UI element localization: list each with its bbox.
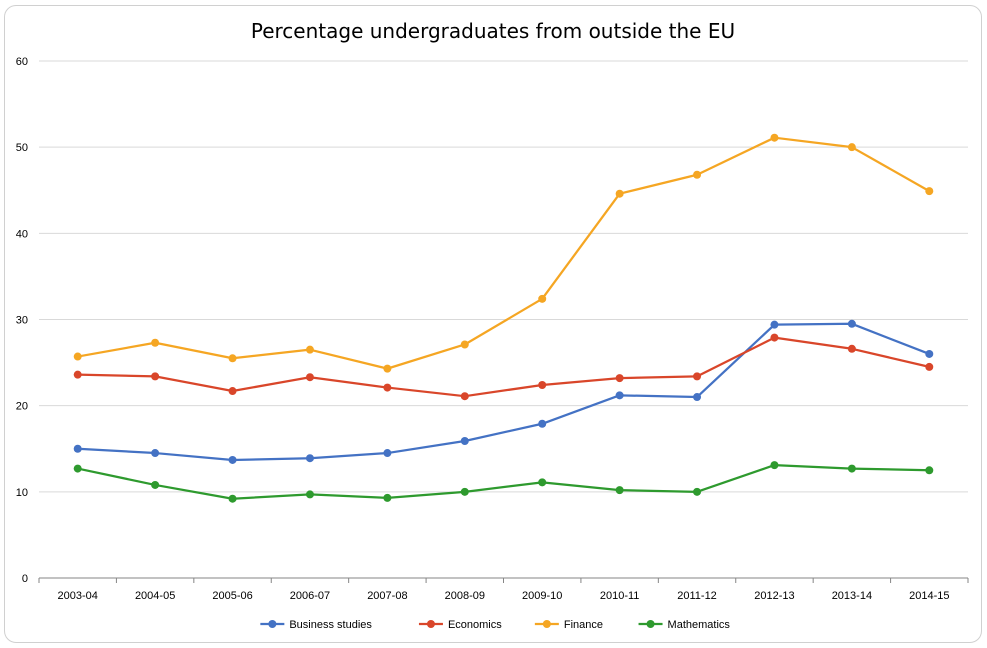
series-group [73,133,934,503]
y-tick-label: 10 [16,487,28,499]
data-point-economics [383,383,392,392]
x-tick-label: 2004-05 [135,590,175,602]
data-point-finance [847,143,856,152]
series-mathematics [73,461,934,503]
data-point-economics [538,380,547,389]
y-tick-label: 20 [16,401,28,413]
y-tick-label: 50 [16,142,28,154]
data-point-mathematics [73,464,82,473]
data-point-business-studies [460,436,469,445]
data-point-mathematics [383,493,392,502]
data-point-mathematics [538,478,547,487]
series-line-business-studies [77,322,930,462]
data-point-business-studies [151,449,160,458]
legend: Business studies Economics Finance Mathemat… [260,619,730,631]
data-point-economics [305,373,314,382]
legend-swatch-marker [268,620,277,628]
data-point-finance [73,352,82,361]
legend-label: Mathematics [668,619,731,631]
series-line-mathematics [77,463,930,500]
y-tick-label: 0 [22,573,28,585]
series-economics [73,333,934,401]
data-point-finance [151,338,160,347]
data-point-business-studies [615,391,624,400]
x-tick-label: 2010-11 [600,590,640,602]
legend-label: Business studies [289,619,372,631]
series-finance [73,133,934,373]
chart-title: Percentage undergraduates from outside t… [251,19,735,43]
legend-swatch-marker [426,620,435,628]
data-point-finance [228,354,237,363]
series-line-finance [77,136,930,370]
legend-item-mathematics: Mathematics [638,619,731,631]
data-point-business-studies [770,320,779,329]
x-tick-label: 2005-06 [212,590,252,602]
x-tick-label: 2008-09 [445,590,485,602]
legend-label: Finance [564,619,603,631]
data-point-economics [228,387,237,396]
data-point-economics [925,362,934,371]
data-point-mathematics [305,490,314,499]
data-point-business-studies [538,419,547,428]
data-point-finance [925,187,934,196]
data-point-mathematics [693,487,702,496]
data-point-finance [305,345,314,354]
data-point-finance [460,340,469,349]
x-tick-label: 2011-12 [677,590,717,602]
data-point-business-studies [847,319,856,328]
x-tick-label: 2013-14 [832,590,872,602]
data-point-mathematics [847,464,856,473]
y-tick-label: 60 [16,56,28,68]
data-point-mathematics [228,494,237,503]
data-point-mathematics [460,487,469,496]
data-point-finance [538,294,547,303]
data-point-business-studies [383,449,392,458]
x-tick-label: 2014-15 [909,590,949,602]
x-axis: 2003-04 2004-05 2005-06 2006-07 2007-08 2008-… [38,577,969,602]
data-point-mathematics [770,461,779,470]
x-tick-label: 2007-08 [367,590,407,602]
data-point-mathematics [151,480,160,489]
data-point-mathematics [615,486,624,495]
data-point-finance [770,133,779,142]
data-point-finance [615,189,624,198]
x-tick-label: 2003-04 [58,590,98,602]
data-point-economics [615,374,624,383]
data-point-economics [73,370,82,379]
legend-swatch-marker [542,620,551,628]
y-tick-label: 40 [16,228,28,240]
legend-label: Economics [448,619,502,631]
data-point-business-studies [693,393,702,402]
y-axis-ticks: 0 10 20 30 40 50 60 [16,56,28,585]
data-point-mathematics [925,466,934,475]
legend-item-business-studies: Business studies [260,619,372,631]
gridlines [39,60,968,493]
series-line-economics [77,336,930,398]
x-tick-label: 2006-07 [290,590,330,602]
data-point-economics [693,372,702,381]
data-point-finance [693,170,702,179]
legend-swatch-marker [646,620,655,628]
series-business-studies [73,319,934,464]
legend-item-finance: Finance [534,619,603,631]
data-point-business-studies [228,455,237,464]
y-tick-label: 30 [16,315,28,327]
data-point-economics [847,344,856,353]
data-point-economics [460,392,469,401]
x-tick-label: 2012-13 [754,590,794,602]
legend-item-economics: Economics [418,619,502,631]
data-point-business-studies [73,444,82,453]
data-point-finance [383,364,392,373]
x-tick-label: 2009-10 [522,590,562,602]
data-point-business-studies [305,454,314,463]
data-point-economics [770,333,779,342]
data-point-business-studies [925,349,934,358]
data-point-economics [151,372,160,381]
